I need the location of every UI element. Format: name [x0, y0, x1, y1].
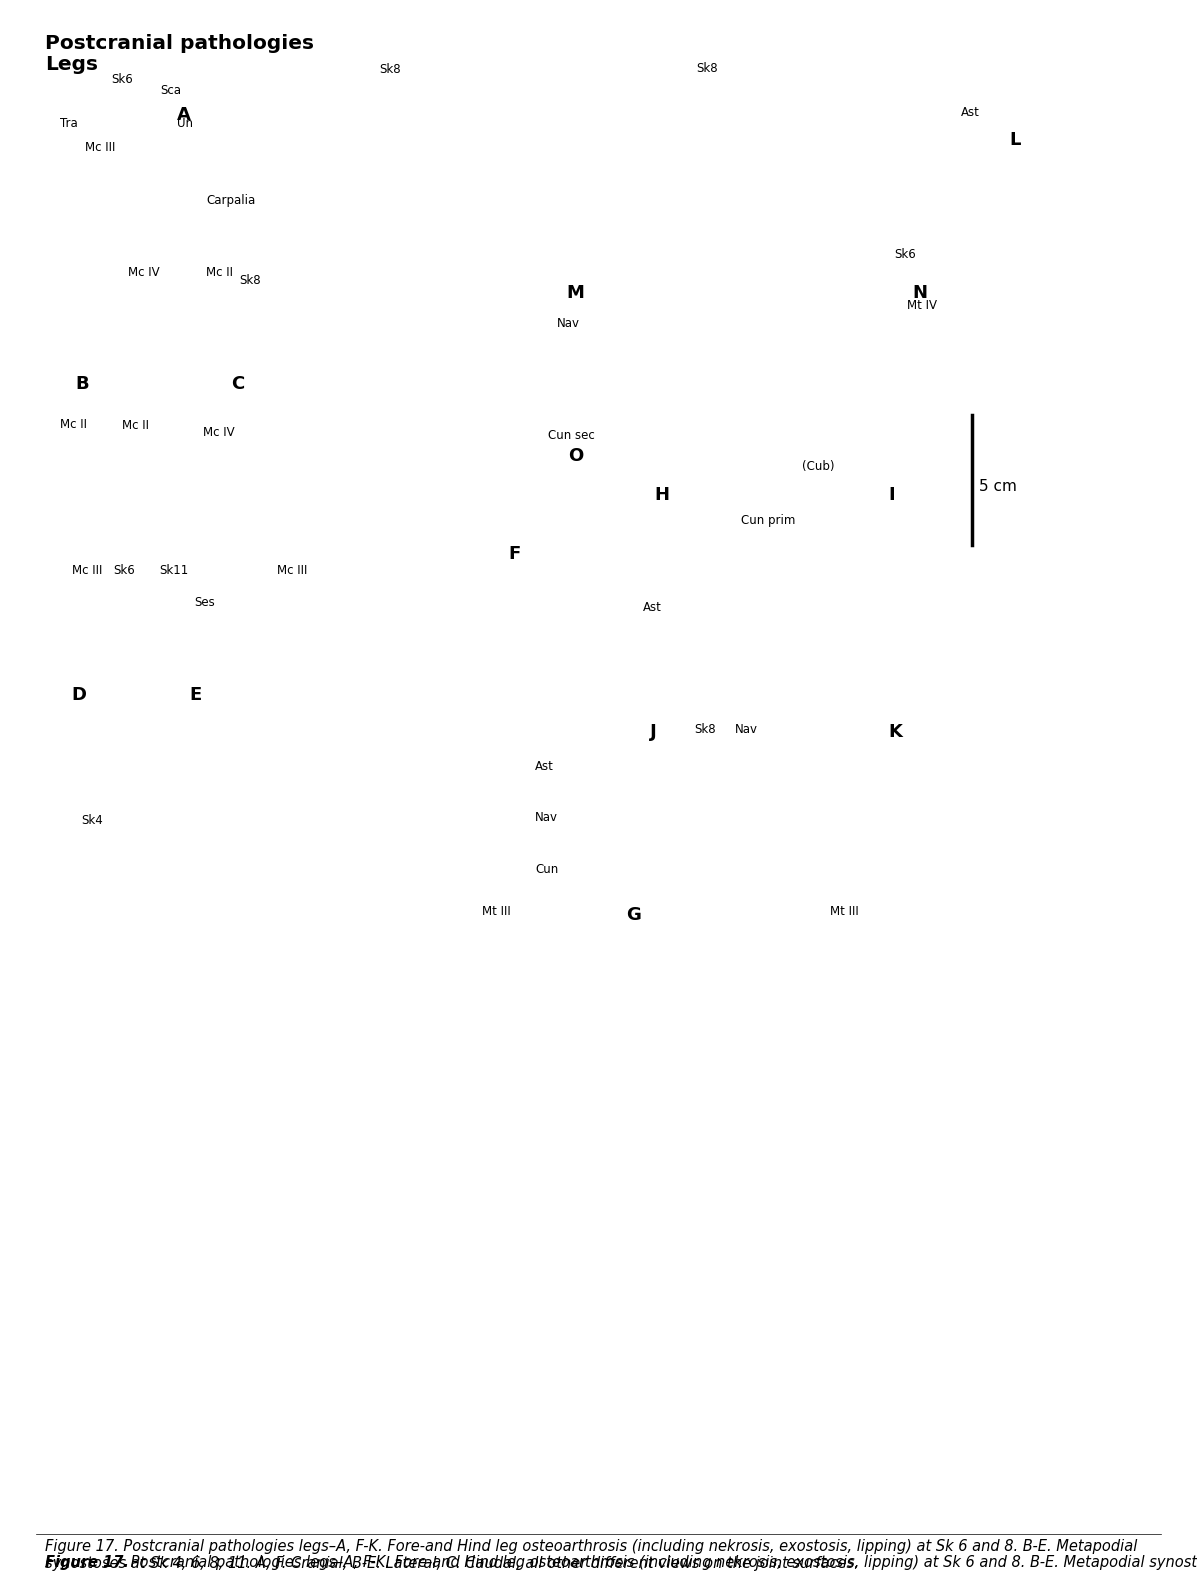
Text: Mc IV: Mc IV — [203, 426, 235, 439]
Text: Cun: Cun — [535, 863, 558, 876]
Text: K: K — [888, 723, 903, 740]
Text: Mc III: Mc III — [277, 563, 306, 577]
Text: Sk8: Sk8 — [697, 62, 718, 75]
Text: Mc II: Mc II — [206, 266, 233, 279]
Text: Sk6: Sk6 — [111, 72, 133, 86]
Text: Nav: Nav — [735, 723, 758, 737]
Text: Cun prim: Cun prim — [741, 514, 795, 528]
Text: Ast: Ast — [961, 105, 980, 120]
Text: M: M — [566, 284, 584, 301]
Text: Mt IV: Mt IV — [907, 300, 937, 313]
Text: Postcranial pathologies: Postcranial pathologies — [45, 33, 315, 53]
Text: Figure 17.: Figure 17. — [45, 1555, 129, 1569]
Text: B: B — [75, 375, 89, 392]
Text: Sk4: Sk4 — [81, 813, 103, 828]
Text: Nav: Nav — [535, 810, 558, 825]
Text: Ses: Ses — [194, 597, 214, 609]
Text: Legs: Legs — [45, 54, 98, 73]
Text: Mc III: Mc III — [85, 140, 115, 155]
Text: Mt III: Mt III — [830, 906, 858, 919]
Text: Sk8: Sk8 — [694, 723, 716, 737]
Text: N: N — [912, 284, 928, 301]
Text: Mt III: Mt III — [482, 906, 511, 919]
Text: 5 cm: 5 cm — [979, 478, 1017, 494]
Text: (Cub): (Cub) — [802, 459, 834, 474]
Text: H: H — [655, 486, 670, 504]
Text: D: D — [72, 686, 87, 703]
Text: A: A — [177, 105, 192, 124]
Text: Sk8: Sk8 — [239, 274, 261, 287]
Text: Un: Un — [177, 118, 193, 131]
Text: Mc II: Mc II — [60, 418, 87, 431]
Text: Nav: Nav — [557, 316, 579, 330]
Text: G: G — [626, 906, 640, 924]
Text: Sk11: Sk11 — [159, 563, 188, 577]
Text: I: I — [888, 486, 895, 504]
Text: Mc III: Mc III — [72, 563, 102, 577]
Text: E: E — [189, 686, 201, 703]
Text: Tra: Tra — [60, 118, 78, 131]
Text: Ast: Ast — [535, 761, 554, 774]
Text: Sca: Sca — [160, 83, 182, 97]
Text: Sk8: Sk8 — [379, 62, 401, 77]
Text: Mc IV: Mc IV — [128, 266, 159, 279]
Text: Mc II: Mc II — [122, 419, 150, 432]
Text: Figure 17. Postcranial pathologies legs–A, F-K. Fore-and Hind leg osteoarthrosis: Figure 17. Postcranial pathologies legs–… — [45, 1539, 1138, 1571]
Text: Sk6: Sk6 — [114, 563, 135, 577]
Text: Cun sec: Cun sec — [548, 429, 595, 442]
Text: J: J — [650, 723, 657, 740]
Text: C: C — [231, 375, 244, 392]
Text: L: L — [1009, 131, 1021, 148]
Text: Sk6: Sk6 — [894, 247, 916, 262]
Text: O: O — [569, 447, 584, 464]
Text: Ast: Ast — [643, 601, 662, 614]
Text: F: F — [509, 545, 521, 563]
Text: Postcranial pathologies legs–A, F-K. Fore-and Hind leg osteoarthrosis (including: Postcranial pathologies legs–A, F-K. For… — [126, 1555, 1197, 1569]
Text: Carpalia: Carpalia — [206, 193, 255, 207]
